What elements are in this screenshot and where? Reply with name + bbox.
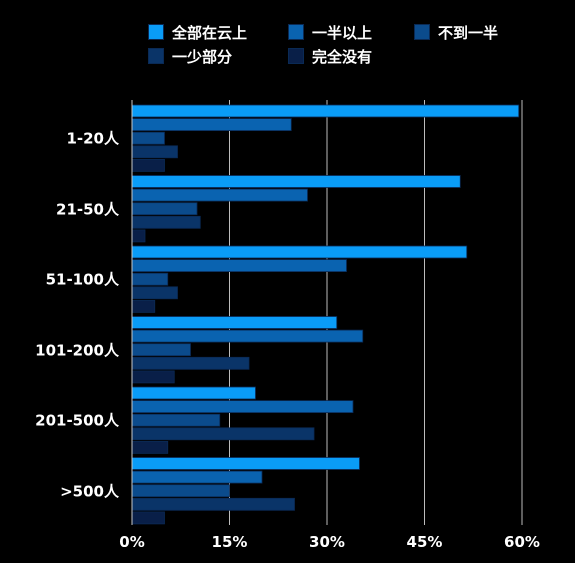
bar-4-3 bbox=[131, 427, 315, 441]
bar-4-4 bbox=[131, 440, 169, 454]
bar-2-2 bbox=[131, 272, 169, 286]
gridlines bbox=[229, 100, 523, 525]
bar-1-2 bbox=[131, 202, 198, 216]
legend-item-2: 不到一半 bbox=[414, 22, 498, 42]
bar-3-2 bbox=[131, 343, 191, 357]
bar-1-4 bbox=[131, 229, 146, 243]
y-tick-label-4: 201-500人 bbox=[35, 411, 119, 430]
bar-1-0 bbox=[131, 175, 461, 188]
legend-item-4: 完全没有 bbox=[288, 46, 372, 66]
bar-4-0 bbox=[131, 386, 256, 400]
y-tick-label-5: >500人 bbox=[60, 482, 119, 501]
legend-swatch-0 bbox=[148, 24, 164, 40]
legend-label-0: 全部在云上 bbox=[172, 23, 248, 42]
bar-3-4 bbox=[131, 370, 175, 384]
bar-1-3 bbox=[131, 215, 201, 229]
x-tick-label-0: 0% bbox=[119, 533, 145, 551]
legend-item-0: 全部在云上 bbox=[148, 22, 247, 42]
bar-2-0 bbox=[131, 245, 468, 259]
bar-5-4 bbox=[131, 511, 165, 525]
bars bbox=[131, 104, 520, 525]
bar-5-2 bbox=[131, 484, 230, 498]
legend-swatch-2 bbox=[414, 24, 430, 40]
bar-3-0 bbox=[131, 316, 338, 329]
bar-5-1 bbox=[131, 470, 263, 484]
bar-5-0 bbox=[131, 457, 360, 470]
y-tick-label-3: 101-200人 bbox=[35, 341, 119, 360]
x-tick-label-2: 30% bbox=[309, 533, 345, 551]
legend-item-1: 一半以上 bbox=[288, 22, 372, 42]
bar-2-4 bbox=[131, 299, 156, 313]
bar-0-1 bbox=[131, 118, 292, 131]
bar-4-1 bbox=[131, 400, 354, 414]
legend-swatch-4 bbox=[288, 48, 304, 64]
y-tick-label-0: 1-20人 bbox=[66, 129, 119, 148]
bar-3-3 bbox=[131, 356, 250, 370]
legend-label-2: 不到一半 bbox=[438, 23, 499, 42]
x-tick-label-1: 15% bbox=[211, 533, 248, 551]
bar-5-3 bbox=[131, 497, 295, 511]
bar-0-3 bbox=[131, 145, 178, 159]
bar-2-3 bbox=[131, 286, 178, 300]
bar-4-2 bbox=[131, 413, 221, 427]
legend-swatch-1 bbox=[288, 24, 304, 40]
y-tick-label-2: 51-100人 bbox=[45, 270, 119, 289]
bar-0-4 bbox=[131, 158, 165, 172]
legend-swatch-3 bbox=[148, 48, 164, 64]
legend: 全部在云上 一半以上 不到一半 一少部分 完全没有 bbox=[148, 22, 548, 70]
x-tick-label-4: 60% bbox=[504, 533, 540, 551]
legend-label-4: 完全没有 bbox=[312, 47, 373, 66]
bar-1-1 bbox=[131, 188, 308, 202]
legend-label-3: 一少部分 bbox=[172, 47, 233, 66]
bar-3-1 bbox=[131, 329, 364, 343]
bar-2-1 bbox=[131, 259, 347, 273]
bar-0-0 bbox=[131, 104, 520, 118]
x-tick-label-3: 45% bbox=[406, 533, 443, 551]
legend-label-1: 一半以上 bbox=[312, 23, 373, 42]
legend-item-3: 一少部分 bbox=[148, 46, 232, 66]
bar-0-2 bbox=[131, 131, 165, 145]
y-tick-label-1: 21-50人 bbox=[56, 200, 119, 219]
